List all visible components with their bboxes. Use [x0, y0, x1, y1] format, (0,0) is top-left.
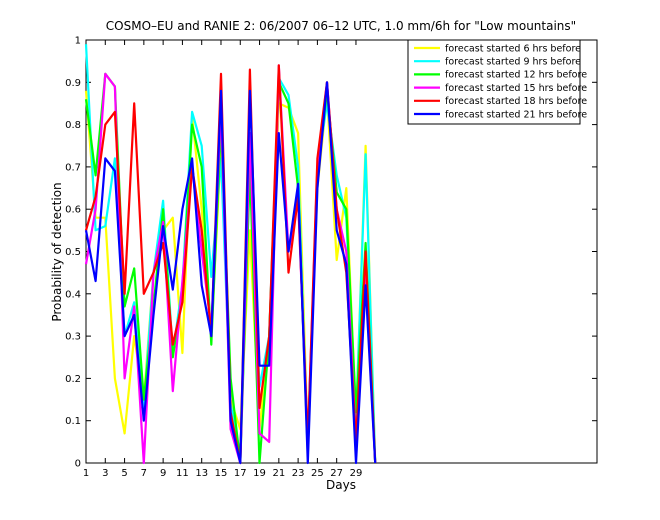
x-tick-label: 17 [234, 468, 247, 479]
y-tick-label: 0.9 [65, 78, 81, 89]
series-line-6 [84, 81, 377, 465]
x-tick-label: 11 [176, 468, 189, 479]
x-tick-label: 1 [83, 468, 89, 479]
chart-title: COSMO–EU and RANIE 2: 06/2007 06–12 UTC,… [106, 19, 576, 33]
legend-label-3: forecast started 12 hrs before [445, 70, 587, 81]
y-tick-label: 1 [75, 36, 81, 47]
x-tick-label: 9 [160, 468, 166, 479]
y-tick-label: 0.6 [65, 205, 81, 216]
tick-labels: 1 3 5 7 9 11 13 15 17 19 21 23 25 27 2900.10.20.30.40.… [65, 36, 362, 480]
legend-label-2: forecast started 9 hrs before [445, 57, 581, 68]
x-axis-label: Days [326, 478, 356, 492]
y-tick-label: 0.5 [65, 247, 81, 258]
x-tick-label: 29 [350, 468, 363, 479]
x-tick-label: 15 [215, 468, 228, 479]
y-tick-label: 0.7 [65, 162, 81, 173]
x-tick-label: 21 [272, 468, 285, 479]
legend: forecast started 6 hrs before forecast st… [407, 39, 587, 125]
legend-label-1: forecast started 6 hrs before [445, 43, 581, 54]
y-tick-label: 0.2 [65, 374, 81, 385]
x-tick-label: 5 [121, 468, 127, 479]
y-tick-label: 0.1 [65, 416, 81, 427]
y-axis-label: Probability of detection [50, 182, 64, 321]
series-layer [84, 44, 377, 465]
x-tick-label: 13 [195, 468, 208, 479]
y-tick-label: 0 [75, 459, 81, 470]
x-tick-label: 7 [141, 468, 147, 479]
y-tick-label: 0.8 [65, 120, 81, 131]
y-tick-label: 0.4 [65, 289, 81, 300]
legend-box [407, 39, 581, 125]
legend-label-4: forecast started 15 hrs before [445, 83, 587, 94]
x-tick-label: 19 [253, 468, 266, 479]
x-tick-label: 23 [292, 468, 305, 479]
x-tick-label: 27 [330, 468, 343, 479]
x-tick-label: 3 [102, 468, 108, 479]
x-tick-label: 25 [311, 468, 324, 479]
legend-label-6: forecast started 21 hrs before [445, 109, 587, 120]
legend-label-5: forecast started 18 hrs before [445, 96, 587, 107]
y-tick-label: 0.3 [65, 332, 81, 343]
